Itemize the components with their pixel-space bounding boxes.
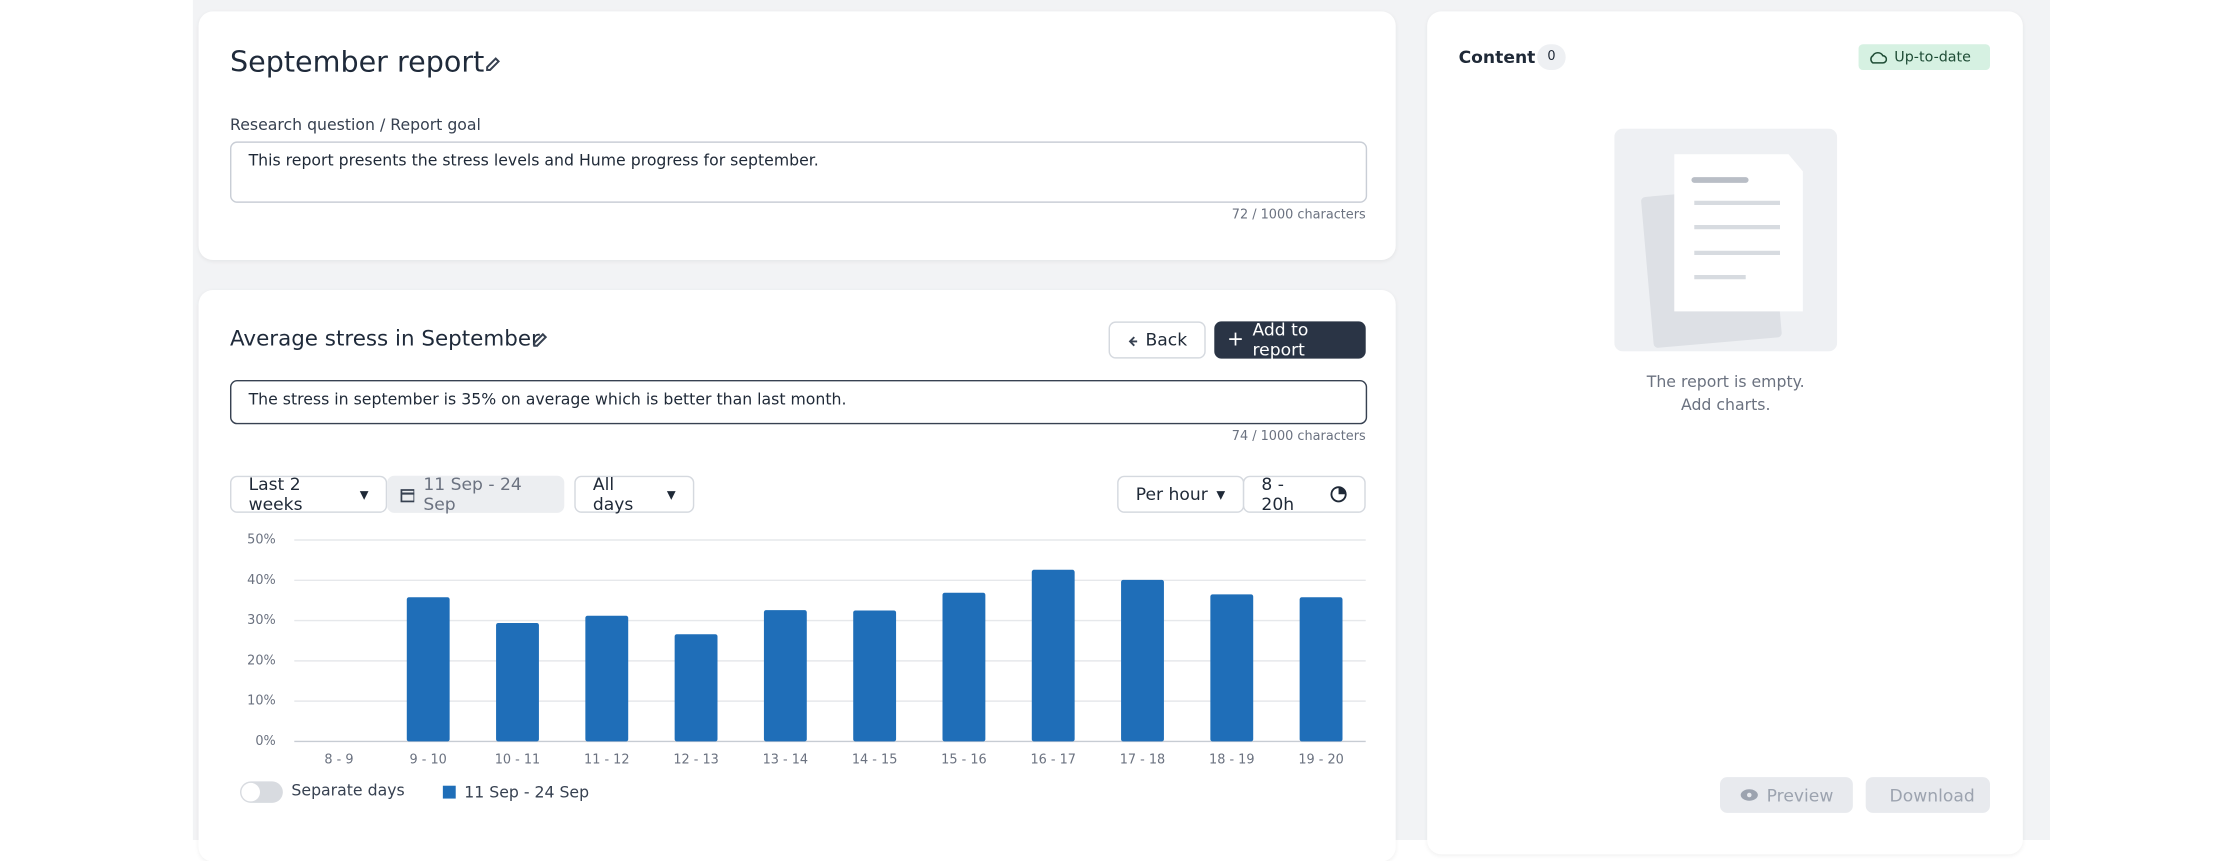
cloud-icon [1870, 52, 1888, 64]
description-text: The stress in september is 35% on averag… [248, 389, 847, 409]
caret: ▼ [1216, 487, 1226, 501]
edit-icon[interactable] [483, 54, 503, 74]
hours-select[interactable]: 8 - 20h [1242, 474, 1366, 515]
preview-label: Preview [1766, 784, 1834, 805]
bar [1121, 579, 1164, 742]
download-label: Download [1889, 784, 1975, 805]
screen: September report Research question / Rep… [192, 0, 2050, 840]
back-label: Back [1145, 329, 1188, 350]
y-tick-label: 0% [255, 734, 275, 749]
status-label: Up-to-date [1894, 49, 1971, 65]
chart: 0% 10% 20% 30% 40% 50% 8 - 9 9 - 10 10 - 11 11 - … [247, 532, 1366, 801]
goal-label: Research question / Report goal [229, 115, 481, 135]
legend-swatch [442, 785, 456, 799]
toggle-label: Separate days [291, 781, 405, 800]
date-range-label: 11 Sep - 24 Sep [423, 474, 522, 515]
eye-icon [1740, 789, 1758, 801]
x-tick-label: 13 - 14 [763, 752, 809, 767]
bar [1299, 597, 1343, 742]
x-tick-label: 9 - 10 [410, 752, 447, 767]
status-badge: Up-to-date [1858, 44, 1990, 70]
caret: ▼ [359, 487, 369, 501]
legend-label: 11 Sep - 24 Sep [464, 782, 589, 801]
x-tick-label: 14 - 15 [852, 752, 898, 767]
range-label: Last 2 weeks [248, 474, 303, 515]
edit-icon[interactable] [530, 330, 550, 350]
y-tick-label: 10% [247, 694, 276, 709]
empty-illustration [1614, 128, 1838, 352]
chart-title: Average stress in September [229, 325, 540, 352]
goal-input[interactable] [229, 141, 1368, 203]
page: {"report": {"title": "September report",… [192, 0, 2050, 840]
bar [406, 597, 450, 742]
bar [853, 610, 897, 742]
goal-count: 72 / 1000 characters [1231, 208, 1366, 223]
calendar-icon [400, 488, 415, 502]
goal-text: This report presents the stress levels a… [248, 151, 819, 170]
download-button[interactable]: Download [1865, 777, 1990, 813]
description-count: 74 / 1000 characters [1231, 429, 1366, 445]
y-tick-label: 30% [247, 613, 276, 628]
x-tick-label: 17 - 18 [1120, 752, 1166, 767]
content-count: 0 [1537, 44, 1566, 70]
x-tick-label: 8 - 9 [324, 752, 353, 767]
back-icon [1128, 336, 1137, 347]
toggle-knob [241, 782, 260, 802]
resolution-select[interactable]: Per hour ▼ [1117, 475, 1245, 513]
x-tick-label: 18 - 19 [1209, 752, 1255, 767]
bar [942, 592, 986, 742]
date-range[interactable]: 11 Sep - 24 Sep [387, 474, 565, 515]
bar [585, 615, 629, 742]
x-tick-label: 10 - 11 [495, 752, 541, 767]
days-label: All days [592, 474, 634, 515]
bar [1031, 569, 1075, 742]
y-tick-label: 20% [247, 653, 276, 668]
add-button[interactable]: + Add to report [1214, 319, 1366, 360]
bar [674, 634, 718, 742]
content-title: Content [1458, 47, 1536, 68]
report-card [198, 11, 1396, 260]
x-tick-label: 16 - 17 [1030, 752, 1076, 767]
days-select[interactable]: All days ▼ [574, 474, 695, 515]
back-button[interactable]: Back [1108, 321, 1206, 359]
clock-icon [1330, 486, 1347, 503]
bar [496, 622, 539, 742]
range-select[interactable]: Last 2 weeks ▼ [229, 474, 388, 515]
plus-icon: + [1227, 328, 1244, 352]
bar [1210, 594, 1254, 742]
x-tick-label: 19 - 20 [1298, 752, 1344, 767]
description-input[interactable] [229, 379, 1368, 425]
report-title: September report [229, 44, 485, 79]
caret: ▼ [666, 487, 676, 501]
resolution-label: Per hour [1135, 484, 1208, 505]
y-tick-label: 50% [247, 532, 276, 547]
x-tick-label: 15 - 16 [941, 752, 987, 767]
x-tick-label: 11 - 12 [584, 752, 630, 767]
y-tick-label: 40% [247, 573, 276, 588]
empty-text: The report is empty. [1646, 372, 1805, 392]
add-label: Add to report [1252, 319, 1309, 360]
hours-label: 8 - 20h [1261, 474, 1295, 515]
x-tick-label: 12 - 13 [673, 752, 719, 767]
empty-text: Add charts. [1680, 395, 1771, 415]
toggle[interactable] [239, 781, 283, 803]
preview-button[interactable]: Preview [1719, 777, 1853, 813]
bar [763, 610, 807, 742]
